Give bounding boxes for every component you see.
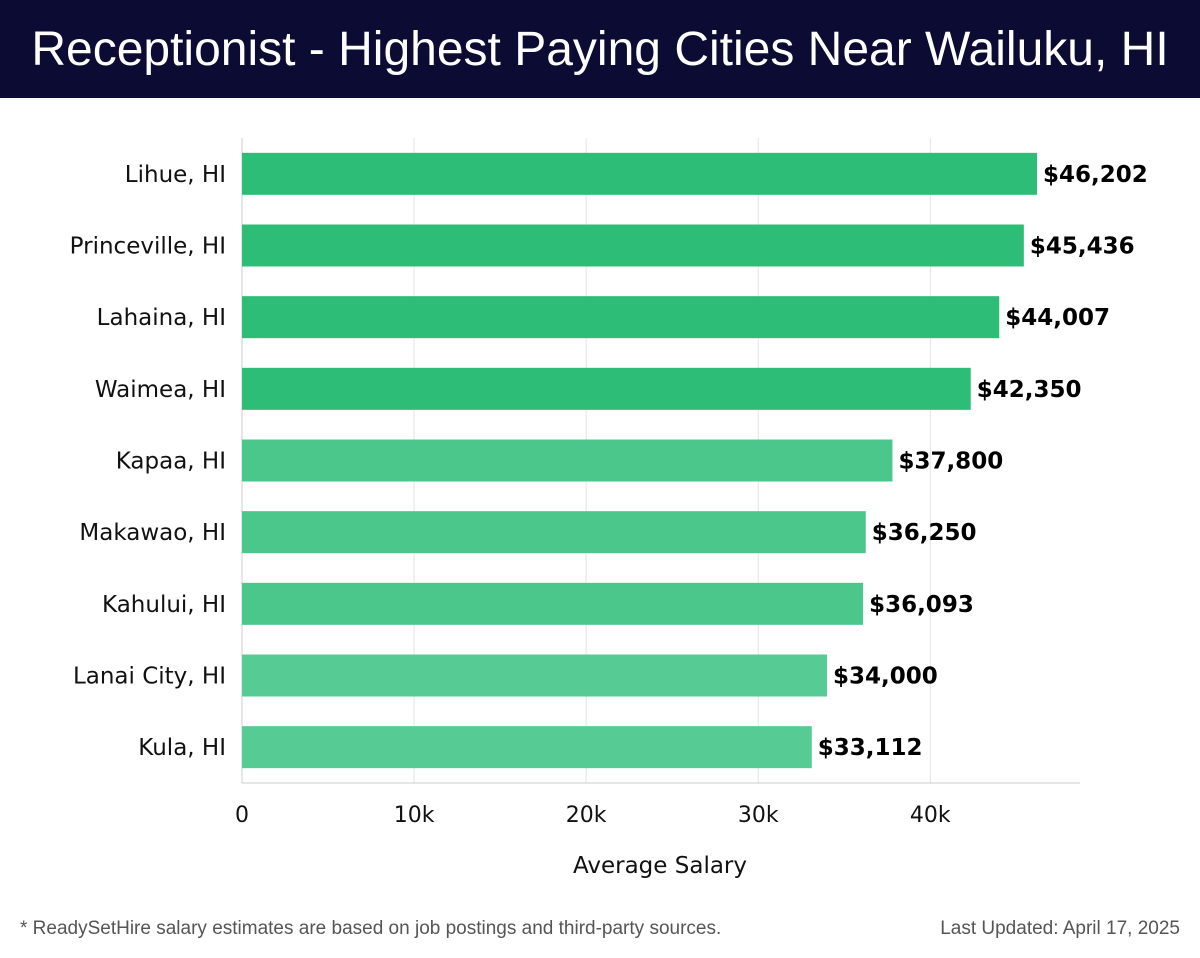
bar [242, 224, 1024, 267]
chart-title: Receptionist - Highest Paying Cities Nea… [31, 23, 1169, 76]
value-label: $46,202 [1043, 162, 1148, 188]
bar [242, 152, 1038, 195]
category-label: Princeville, HI [70, 234, 226, 260]
bar [242, 654, 828, 697]
value-label: $37,800 [898, 449, 1003, 475]
category-label: Kapaa, HI [116, 449, 226, 475]
category-label: Lihue, HI [125, 162, 226, 188]
value-label: $33,112 [818, 735, 923, 761]
x-axis-title: Average Salary [573, 853, 747, 879]
bar [242, 511, 866, 554]
bar [242, 726, 812, 769]
header-banner: Receptionist - Highest Paying Cities Nea… [0, 0, 1200, 98]
category-label: Kula, HI [138, 735, 226, 761]
bar [242, 439, 893, 482]
x-tick-label: 0 [235, 803, 249, 828]
x-tick-label: 30k [738, 803, 779, 828]
value-label: $44,007 [1005, 305, 1110, 331]
x-tick-label: 20k [566, 803, 607, 828]
category-label: Kahului, HI [102, 592, 226, 618]
last-updated: Last Updated: April 17, 2025 [940, 918, 1180, 939]
category-label: Waimea, HI [95, 377, 226, 403]
category-label: Makawao, HI [79, 520, 226, 546]
footnote: * ReadySetHire salary estimates are base… [20, 918, 722, 939]
x-tick-label: 40k [910, 803, 951, 828]
value-label: $36,250 [872, 520, 977, 546]
category-label: Lahaina, HI [97, 305, 226, 331]
value-label: $36,093 [869, 592, 974, 618]
value-label: $45,436 [1030, 234, 1135, 260]
bar [242, 296, 1000, 339]
bar [242, 582, 864, 625]
bar [242, 367, 971, 410]
category-label: Lanai City, HI [73, 664, 226, 690]
value-label: $34,000 [833, 664, 938, 690]
value-label: $42,350 [977, 377, 1082, 403]
x-tick-label: 10k [394, 803, 435, 828]
bar-chart: Lihue, HI $46,202 Princeville, HI $45,436 La… [70, 138, 1148, 879]
